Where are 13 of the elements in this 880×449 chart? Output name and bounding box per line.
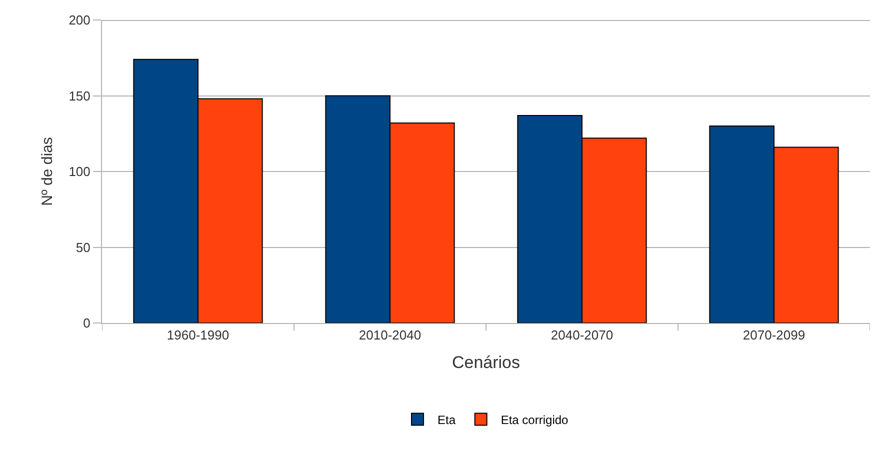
y-tick-label: 200 [68, 12, 90, 28]
y-tick-label: 0 [83, 316, 90, 331]
y-axis-title: Nº de dias [38, 137, 56, 206]
y-tick-label: 150 [68, 88, 90, 104]
legend-label: Eta corrigido [500, 412, 569, 427]
x-axis-title: Cenários [452, 353, 520, 372]
x-tick-label: 1960-1990 [166, 328, 230, 343]
y-tick-label: 50 [76, 240, 90, 255]
legend-label: Eta [438, 412, 456, 427]
x-tick-label: 2040-2070 [550, 328, 614, 343]
x-tick-label: 2070-2099 [742, 328, 806, 343]
x-tick-label: 2010-2040 [358, 328, 422, 343]
y-tick-label: 100 [68, 164, 90, 180]
